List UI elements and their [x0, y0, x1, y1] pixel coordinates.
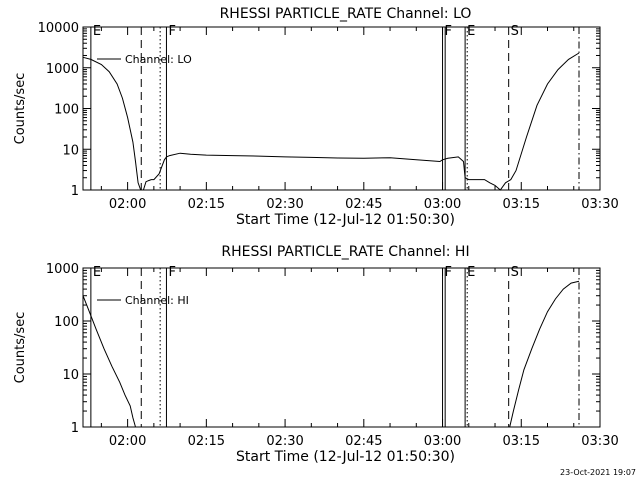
- y-tick-label: 10: [62, 143, 79, 158]
- chart-title: RHESSI PARTICLE_RATE Channel: LO: [220, 6, 472, 22]
- x-tick-label: 03:00: [424, 434, 461, 449]
- y-tick-label: 1000: [46, 262, 79, 277]
- x-tick-label: 02:30: [266, 197, 303, 212]
- panel-hi: RHESSI PARTICLE_RATE Channel: HI 1 10 100 10…: [13, 244, 619, 465]
- event-marker-label: F: [445, 265, 452, 280]
- legend-label: Channel: HI: [125, 294, 189, 307]
- x-tick-label: 02:00: [109, 434, 146, 449]
- x-tick-label: 02:30: [266, 434, 303, 449]
- event-marker-label: F: [445, 24, 452, 39]
- y-tick-label: 100: [54, 315, 79, 330]
- series-line: [82, 52, 580, 191]
- chart-title: RHESSI PARTICLE_RATE Channel: HI: [221, 244, 469, 260]
- x-tick-label: 02:45: [345, 434, 382, 449]
- x-tick-label: 02:15: [188, 197, 225, 212]
- y-axis-label: Counts/sec: [13, 73, 28, 145]
- event-marker-label: S: [511, 24, 519, 39]
- y-tick-label: 1: [71, 184, 79, 199]
- y-tick-label: 1: [71, 421, 79, 436]
- y-tick-label: 100: [54, 103, 79, 118]
- y-tick-label: 10000: [38, 21, 79, 36]
- legend-label: Channel: LO: [125, 53, 192, 66]
- footer-timestamp: 23-Oct-2021 19:07: [560, 468, 636, 477]
- event-marker-label: F: [168, 265, 175, 280]
- y-tick-label: 1000: [46, 62, 79, 77]
- x-tick-label: 03:15: [503, 197, 540, 212]
- event-marker-label: E: [467, 24, 475, 39]
- event-marker-label: E: [93, 265, 101, 280]
- event-marker-label: F: [168, 24, 175, 39]
- x-tick-label: 03:30: [581, 434, 618, 449]
- x-axis-label: Start Time (12-Jul-12 01:50:30): [236, 449, 455, 465]
- x-axis-label: Start Time (12-Jul-12 01:50:30): [236, 212, 455, 228]
- x-tick-label: 02:00: [109, 197, 146, 212]
- y-axis-label: Counts/sec: [13, 312, 28, 384]
- y-tick-label: 10: [62, 368, 79, 383]
- x-tick-label: 03:00: [424, 197, 461, 212]
- event-marker-label: S: [511, 265, 519, 280]
- x-tick-label: 02:45: [345, 197, 382, 212]
- plot-frame: [82, 267, 601, 428]
- event-marker-label: E: [467, 265, 475, 280]
- x-tick-label: 03:15: [503, 434, 540, 449]
- panel-lo: RHESSI PARTICLE_RATE Channel: LO 1 10 100 10…: [13, 6, 619, 228]
- series-line: [509, 280, 580, 428]
- x-tick-label: 02:15: [188, 434, 225, 449]
- series-line: [82, 295, 136, 428]
- x-tick-label: 03:30: [581, 197, 618, 212]
- event-marker-label: E: [93, 24, 101, 39]
